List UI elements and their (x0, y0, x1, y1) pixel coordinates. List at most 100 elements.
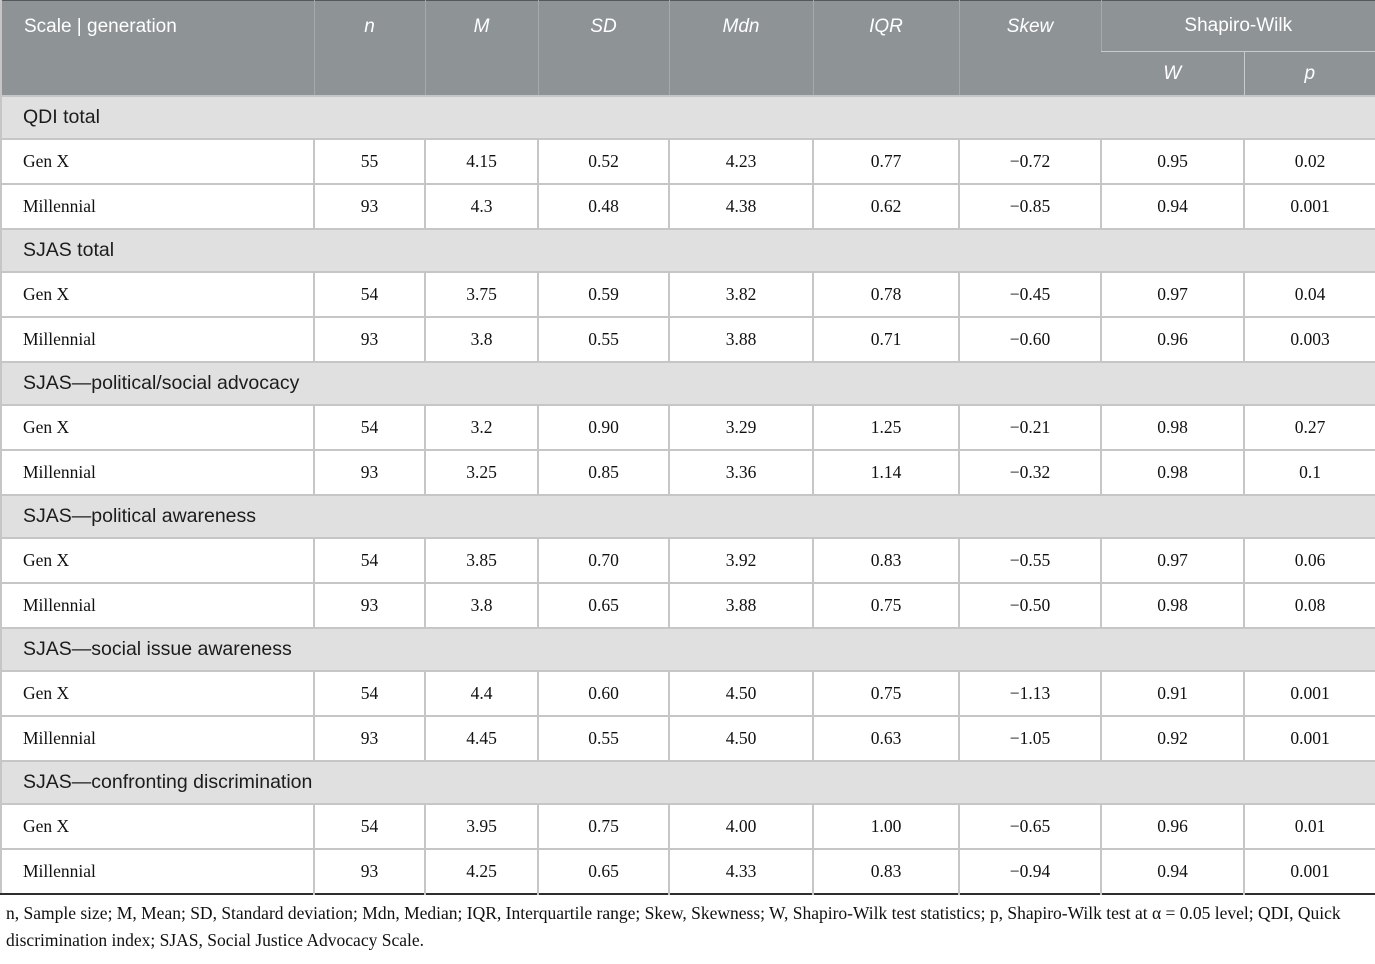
data-cell: 0.62 (812, 183, 959, 229)
data-cell: 4.45 (424, 715, 538, 761)
table-row: Gen X 54 3.95 0.75 4.00 1.00 −0.65 0.96 0.01 (1, 803, 1375, 849)
row-label: Millennial (1, 449, 314, 495)
data-cell: −0.60 (958, 316, 1101, 362)
data-cell: 0.48 (537, 183, 669, 229)
data-cell: −0.32 (958, 449, 1101, 495)
data-cell: 4.25 (424, 848, 538, 894)
table-row: Millennial 93 4.25 0.65 4.33 0.83 −0.94 0.94 0.0… (1, 848, 1375, 894)
data-cell: 3.8 (424, 316, 538, 362)
data-cell: 0.94 (1100, 183, 1244, 229)
data-cell: 93 (313, 848, 425, 894)
data-cell: 0.52 (537, 138, 669, 184)
data-cell: 3.92 (668, 537, 813, 583)
row-label: Millennial (1, 582, 314, 628)
data-cell: 0.65 (537, 848, 669, 894)
table-footnote: n, Sample size; M, Mean; SD, Standard de… (6, 903, 1341, 951)
data-cell: 0.85 (537, 449, 669, 495)
table-row: Gen X 54 3.2 0.90 3.29 1.25 −0.21 0.98 0.27 (1, 404, 1375, 450)
data-cell: 0.003 (1242, 316, 1375, 362)
table-row: Millennial 93 3.25 0.85 3.36 1.14 −0.32 0.98 0.1 (1, 449, 1375, 495)
table-row: Millennial 93 4.3 0.48 4.38 0.62 −0.85 0.94 0.00… (1, 183, 1375, 229)
data-cell: 3.85 (424, 537, 538, 583)
table-row: Gen X 55 4.15 0.52 4.23 0.77 −0.72 0.95 0.02 (1, 138, 1375, 184)
section-title: SJAS—confronting discrimination (1, 760, 1375, 805)
data-cell: 0.1 (1242, 449, 1375, 495)
data-cell: 0.77 (812, 138, 959, 184)
table-row: Gen X 54 3.75 0.59 3.82 0.78 −0.45 0.97 0.04 (1, 271, 1375, 317)
row-label: Gen X (1, 138, 314, 184)
data-cell: 0.98 (1100, 582, 1244, 628)
data-cell: 0.70 (537, 537, 669, 583)
row-label: Gen X (1, 537, 314, 583)
data-cell: 0.71 (812, 316, 959, 362)
data-cell: 0.75 (812, 582, 959, 628)
data-cell: 1.25 (812, 404, 959, 450)
data-cell: 54 (313, 803, 425, 849)
data-cell: 0.59 (537, 271, 669, 317)
data-cell: 0.95 (1100, 138, 1244, 184)
section-title: SJAS—political/social advocacy (1, 361, 1375, 406)
data-cell: 3.2 (424, 404, 538, 450)
data-cell: 3.36 (668, 449, 813, 495)
data-cell: −0.94 (958, 848, 1101, 894)
section-title: QDI total (1, 95, 1375, 140)
data-cell: 0.96 (1100, 316, 1244, 362)
data-cell: 3.25 (424, 449, 538, 495)
row-label: Gen X (1, 271, 314, 317)
data-cell: 4.38 (668, 183, 813, 229)
table-row: Gen X 54 3.85 0.70 3.92 0.83 −0.55 0.97 0.06 (1, 537, 1375, 583)
section-title: SJAS—social issue awareness (1, 627, 1375, 672)
data-cell: 0.78 (812, 271, 959, 317)
data-cell: 1.00 (812, 803, 959, 849)
data-cell: 3.75 (424, 271, 538, 317)
header-sd: SD (537, 0, 669, 96)
data-cell: 4.50 (668, 670, 813, 716)
row-label: Millennial (1, 183, 314, 229)
table-row: Millennial 93 4.45 0.55 4.50 0.63 −1.05 0.92 0.0… (1, 715, 1375, 761)
data-cell: −0.21 (958, 404, 1101, 450)
data-cell: 0.75 (537, 803, 669, 849)
row-label: Gen X (1, 803, 314, 849)
table-row: Millennial 93 3.8 0.55 3.88 0.71 −0.60 0.96 0.00… (1, 316, 1375, 362)
row-label: Gen X (1, 404, 314, 450)
data-cell: 0.91 (1100, 670, 1244, 716)
data-cell: 0.01 (1242, 803, 1375, 849)
table-body: QDI total Gen X 55 4.15 0.52 4.23 0.77 −0.72 0.9… (1, 95, 1375, 894)
data-cell: −0.65 (958, 803, 1101, 849)
section-header-row: SJAS—political awareness (1, 494, 1375, 539)
data-cell: 0.55 (537, 715, 669, 761)
data-cell: 0.98 (1100, 404, 1244, 450)
data-cell: −1.13 (958, 670, 1101, 716)
data-cell: 54 (313, 404, 425, 450)
data-cell: 0.97 (1100, 537, 1244, 583)
data-cell: 0.02 (1242, 138, 1375, 184)
data-cell: 3.29 (668, 404, 813, 450)
data-cell: −0.72 (958, 138, 1101, 184)
data-cell: 0.96 (1100, 803, 1244, 849)
section-header-row: QDI total (1, 95, 1375, 140)
data-cell: 54 (313, 271, 425, 317)
header-skew: Skew (958, 0, 1101, 96)
data-cell: 0.97 (1100, 271, 1244, 317)
table-row: Millennial 93 3.8 0.65 3.88 0.75 −0.50 0.98 0.08 (1, 582, 1375, 628)
table-row: Gen X 54 4.4 0.60 4.50 0.75 −1.13 0.91 0.001 (1, 670, 1375, 716)
data-cell: 4.50 (668, 715, 813, 761)
section-header-row: SJAS total (1, 228, 1375, 273)
data-cell: −0.50 (958, 582, 1101, 628)
data-cell: 0.08 (1242, 582, 1375, 628)
data-cell: −0.55 (958, 537, 1101, 583)
data-cell: 3.82 (668, 271, 813, 317)
data-cell: 0.75 (812, 670, 959, 716)
data-cell: 1.14 (812, 449, 959, 495)
data-cell: 0.60 (537, 670, 669, 716)
data-cell: 4.33 (668, 848, 813, 894)
data-cell: 3.88 (668, 316, 813, 362)
data-cell: 0.90 (537, 404, 669, 450)
data-cell: 3.88 (668, 582, 813, 628)
data-cell: 3.95 (424, 803, 538, 849)
data-cell: 93 (313, 449, 425, 495)
data-cell: 55 (313, 138, 425, 184)
section-title: SJAS total (1, 228, 1375, 273)
row-label: Millennial (1, 848, 314, 894)
